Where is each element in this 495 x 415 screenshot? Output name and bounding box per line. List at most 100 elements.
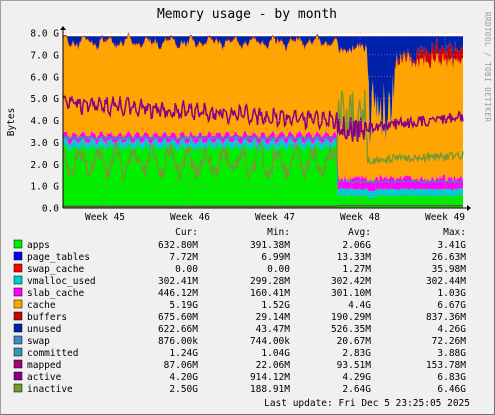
x-tick-label: Week 47	[255, 212, 295, 223]
last-update: Last update: Fri Dec 5 23:25:05 2025	[264, 398, 470, 409]
legend-column-header: Avg:	[348, 227, 371, 238]
line-inactive	[62, 89, 464, 182]
line-committed	[62, 134, 464, 185]
legend-value-min: 188.91M	[250, 384, 290, 395]
legend-swatch-committed	[13, 347, 23, 357]
legend-value-avg: 301.10M	[331, 288, 371, 299]
plot-area: 0.0 1.0 G 2.0 G 3.0 G 4.0 G 5.0 G 6.0 G 7.0 G 8.…	[30, 26, 471, 223]
legend-value-avg: 4.4G	[348, 300, 371, 311]
legend-label: page_tables	[27, 252, 90, 263]
legend-swatch-active	[13, 371, 23, 381]
legend-value-avg: 302.42M	[331, 276, 371, 287]
legend-value-cur: 1.24G	[169, 348, 198, 359]
legend-value-min: 914.12M	[250, 372, 290, 383]
legend-value-cur: 0.00	[175, 264, 198, 275]
legend-value-max: 3.88G	[437, 348, 466, 359]
legend-value-avg: 13.33M	[337, 252, 372, 263]
legend-value-avg: 4.29G	[342, 372, 371, 383]
legend-value-max: 6.67G	[437, 300, 466, 311]
legend-label: unused	[27, 324, 61, 335]
rrdtool-watermark: RRDTOOL / TOBI OETIKER	[483, 12, 492, 122]
legend-value-max: 6.83G	[437, 372, 466, 383]
legend-value-max: 35.98M	[432, 264, 467, 275]
area-apps	[63, 143, 463, 208]
y-tick-label: 8.0 G	[30, 29, 59, 40]
legend-value-avg: 1.27M	[342, 264, 371, 275]
legend-swatch-mapped	[13, 359, 23, 369]
area-unused	[63, 32, 463, 146]
legend-label: committed	[27, 348, 78, 359]
legend-swatch-page-tables	[13, 251, 23, 261]
line-mapped	[63, 205, 463, 207]
legend-swatch-apps	[13, 239, 23, 249]
legend-value-cur: 7.72M	[169, 252, 198, 263]
legend-value-max: 6.46G	[437, 384, 466, 395]
legend-value-avg: 20.67M	[337, 336, 372, 347]
legend-value-min: 0.00	[267, 264, 290, 275]
y-tick-label: 4.0 G	[30, 116, 59, 127]
legend-value-avg: 190.29M	[331, 312, 371, 323]
y-tick-label: 3.0 G	[30, 138, 59, 149]
legend-value-cur: 4.20G	[169, 372, 198, 383]
legend-swatch-cache	[13, 299, 23, 309]
legend-value-min: 22.06M	[256, 360, 291, 371]
x-tick-label: Week 48	[340, 212, 380, 223]
area-vmalloc-used	[63, 137, 463, 198]
legend-swatch-vmalloc-used	[13, 275, 23, 285]
legend-label: inactive	[27, 384, 73, 395]
legend-value-avg: 2.06G	[342, 240, 371, 251]
legend-value-cur: 2.50G	[169, 384, 198, 395]
line-active	[62, 95, 464, 142]
legend-value-avg: 526.35M	[331, 324, 371, 335]
legend-label: mapped	[27, 360, 61, 371]
legend-label: buffers	[27, 312, 67, 323]
legend-value-cur: 302.41M	[158, 276, 198, 287]
legend-value-max: 26.63M	[432, 252, 467, 263]
legend-value-cur: 622.66M	[158, 324, 198, 335]
legend-value-min: 1.52G	[261, 300, 290, 311]
legend-label: vmalloc_used	[27, 276, 96, 287]
legend-label: apps	[27, 240, 50, 251]
legend-value-max: 3.41G	[437, 240, 466, 251]
legend-value-cur: 5.19G	[169, 300, 198, 311]
legend-value-max: 302.44M	[426, 276, 466, 287]
legend-value-min: 6.99M	[261, 252, 290, 263]
legend-column-header: Cur:	[175, 227, 198, 238]
legend-value-min: 29.14M	[256, 312, 291, 323]
legend-swatch-swap	[13, 335, 23, 345]
x-tick-label: Week 49	[425, 212, 465, 223]
legend-value-cur: 87.06M	[164, 360, 199, 371]
legend-swatch-buffers	[13, 311, 23, 321]
y-tick-label: 1.0 G	[30, 182, 59, 193]
y-axis-arrow	[60, 26, 66, 30]
legend-swatch-inactive	[13, 383, 23, 393]
legend-swatch-unused	[13, 323, 23, 333]
y-tick-label: 2.0 G	[30, 160, 59, 171]
legend-value-avg: 2.64G	[342, 384, 371, 395]
legend-value-min: 160.41M	[250, 288, 290, 299]
x-axis-arrow	[467, 205, 471, 211]
y-axis-label: Bytes	[6, 108, 17, 137]
legend-value-min: 299.28M	[250, 276, 290, 287]
legend-value-min: 744.00k	[250, 336, 290, 347]
legend: Cur: Min: Avg: Max: apps 632.80M 391.38M 2.06G 3…	[13, 227, 467, 395]
legend-value-max: 153.78M	[426, 360, 466, 371]
area-cache	[63, 33, 463, 184]
y-tick-label: 6.0 G	[30, 72, 59, 83]
legend-value-min: 1.04G	[261, 348, 290, 359]
legend-value-max: 1.03G	[437, 288, 466, 299]
legend-value-max: 837.36M	[426, 312, 466, 323]
legend-value-avg: 2.83G	[342, 348, 371, 359]
legend-swatch-slab-cache	[13, 287, 23, 297]
legend-value-cur: 446.12M	[158, 288, 198, 299]
x-tick-label: Week 45	[85, 212, 125, 223]
legend-value-avg: 93.51M	[337, 360, 372, 371]
legend-swatch-swap-cache	[13, 263, 23, 273]
legend-label: swap	[27, 336, 50, 347]
legend-label: active	[27, 372, 62, 383]
y-tick-label: 0.0	[42, 204, 59, 215]
legend-value-min: 43.47M	[256, 324, 291, 335]
legend-label: swap_cache	[27, 264, 84, 275]
legend-value-min: 391.38M	[250, 240, 290, 251]
